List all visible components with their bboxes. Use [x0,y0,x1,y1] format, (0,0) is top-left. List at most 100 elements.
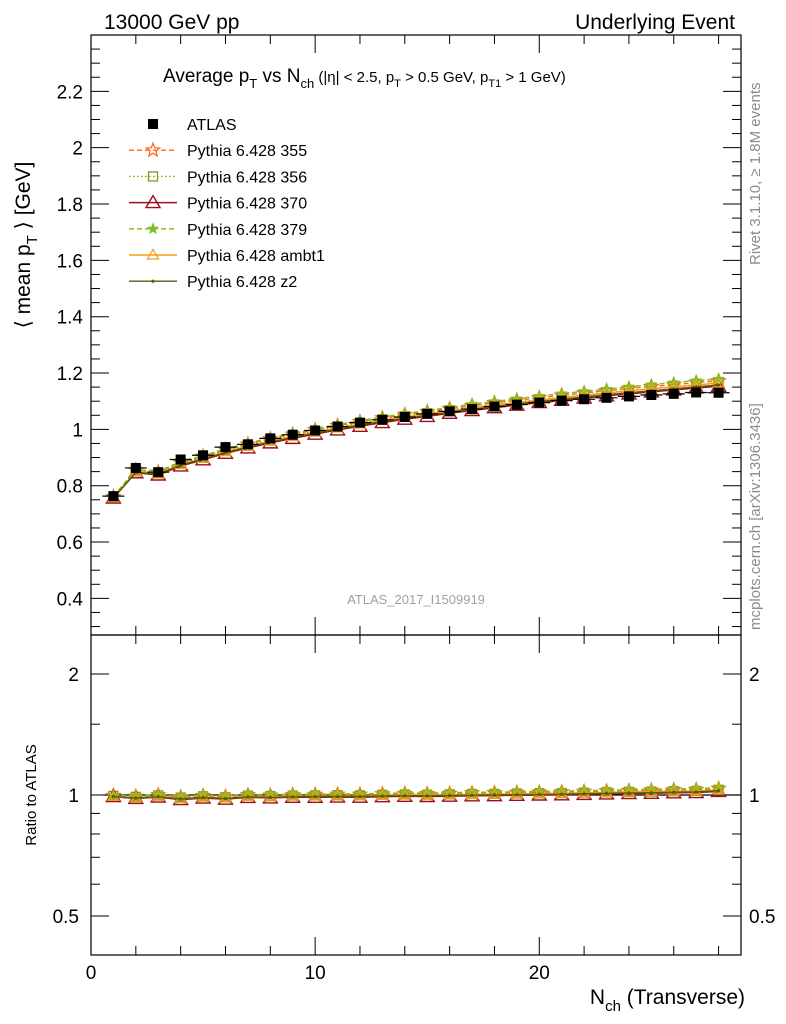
legend-label: Pythia 6.428 z2 [187,274,297,291]
ratio-point-ambt1 [308,789,322,801]
ratio-point-z2 [179,797,183,801]
header-right: Underlying Event [575,11,735,34]
ratio-point-ambt1 [712,782,726,795]
ratio-point-z2 [246,795,250,799]
main-axis-ticks: 0.4 0.6 0.8 1 1.2 1.4 1.6 1.8 2 2.2 0 10 20 [57,35,741,984]
ratio-point-z2 [448,793,452,798]
y-tick-label: 1.2 [57,364,83,385]
y-tick-label: 0.8 [57,477,83,498]
legend-marker [144,194,162,209]
ratio-point-ambt1 [129,791,143,803]
ratio-point-z2 [156,795,160,799]
x-tick-label: 20 [529,963,550,984]
y-tick-label: 0.4 [57,589,84,610]
ratio-point-ambt1 [331,789,345,801]
main-series-group [102,372,730,505]
series-data [102,387,730,502]
y-tick-label: 1 [72,420,83,441]
ratio-point-ambt1 [622,785,636,797]
ratio-tick-label-right: 1 [749,786,760,807]
y-tick-label: 2.2 [57,82,83,103]
ratio-point-z2 [111,795,116,799]
ratio-point-z2 [537,792,541,796]
legend-label: Pythia 6.428 ambt1 [187,248,325,265]
rivet-side-label: Rivet 3.1.10, ≥ 1.8M events [747,83,764,266]
ratio-point-z2 [313,794,317,799]
y-tick-label: 1.6 [57,251,83,272]
ratio-point-ambt1 [555,786,569,798]
ratio-point-ambt1 [443,787,457,800]
y-tick-label: 0.6 [57,533,83,554]
legend-marker [146,248,160,260]
series-line-z2 [112,384,719,499]
ratio-point-ambt1 [398,788,412,800]
y-axis-label: ⟨ mean pT ⟩ [GeV] [12,162,41,329]
ratio-point-ambt1 [151,789,165,801]
ratio-tick-label-right: 0.5 [749,907,775,928]
legend-marker [148,119,158,129]
ratio-point-ambt1 [196,790,210,802]
ratio-point-z2 [335,794,340,799]
ratio-tick-label-right: 2 [749,665,760,686]
ratio-point-z2 [694,790,698,794]
series-line-p355 [112,380,719,498]
ratio-point-z2 [268,795,272,799]
ratio-point-ambt1 [174,791,188,804]
data-point-z2 [716,383,721,387]
ratio-point-ambt1 [375,788,389,800]
ratio-point-ambt1 [667,784,681,796]
ratio-series-z2 [111,789,721,801]
ratio-point-z2 [716,789,721,793]
ratio-point-z2 [649,791,653,795]
mcplots-side-label: mcplots.cern.ch [arXiv:1306.3436] [747,403,764,630]
ratio-point-z2 [672,790,676,794]
ratio-point-z2 [403,794,407,798]
ratio-line-p355 [113,787,719,798]
legend-label: ATLAS [187,117,237,134]
ratio-point-z2 [582,792,586,796]
ratio-point-ambt1 [218,791,233,803]
ratio-point-z2 [470,793,474,797]
ratio-tick-label: 1 [68,786,79,807]
ratio-point-ambt1 [577,786,591,798]
ratio-tick-label: 0.5 [53,907,79,928]
y-tick-label: 1.8 [57,195,83,216]
ratio-point-z2 [380,794,384,798]
legend-item-ambt1: Pythia 6.428 ambt1 [129,248,325,265]
x-axis-label: Nch (Transverse) [590,986,745,1015]
ratio-point-ambt1 [286,789,300,801]
ratio-point-ambt1 [532,786,546,799]
ratio-point-z2 [604,791,609,795]
ratio-point-ambt1 [487,787,501,799]
legend-item-p370: Pythia 6.428 370 [129,194,307,213]
ratio-point-z2 [291,795,295,799]
ratio-tick-label: 2 [68,665,79,686]
legend-marker [146,222,160,235]
ratio-point-z2 [560,792,564,796]
x-tick-label: 10 [305,963,326,984]
y-tick-label: 2 [72,139,83,160]
ratio-point-ambt1 [263,790,277,802]
ratio-point-z2 [515,793,519,797]
ratio-point-ambt1 [599,785,614,797]
ratio-series-group [103,779,741,806]
ratio-point-z2 [223,796,228,801]
legend-item-p356: Pythia 6.428 356 [129,169,307,186]
legend-label: Pythia 6.428 379 [187,222,307,239]
analysis-watermark: ATLAS_2017_I1509919 [347,592,485,607]
ratio-point-ambt1 [106,789,120,801]
ratio-point-z2 [358,794,362,799]
series-line-p370 [112,385,719,499]
ratio-point-z2 [201,795,205,800]
legend: ATLAS Pythia 6.428 355 Pythia 6.428 356 Pyt… [129,117,325,291]
ratio-axis-ticks: 0.5 0.5 1 1 2 2 [53,634,775,928]
ratio-point-ambt1 [353,789,367,801]
ratio-point-z2 [425,794,429,798]
legend-marker [144,141,162,158]
ratio-point-ambt1 [465,787,479,799]
x-tick-label: 0 [86,963,97,984]
header-left: 13000 GeV pp [104,11,239,34]
legend-item-p379: Pythia 6.428 379 [129,222,307,239]
ratio-point-z2 [134,796,138,800]
